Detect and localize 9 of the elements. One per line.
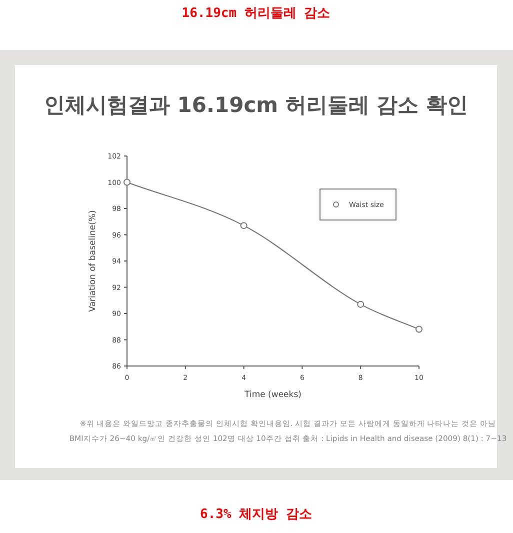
chart-title: 인체시험결과 16.19cm 허리둘레 감소 확인 — [44, 93, 468, 117]
point — [357, 300, 364, 308]
point — [416, 326, 422, 333]
y-axis-title: Variation of baseline(%) — [88, 210, 98, 312]
text: 6.3% 체지방 감소 — [200, 507, 312, 522]
point — [240, 222, 248, 230]
text: 16.19cm 허리둘레 감소 — [182, 6, 330, 21]
x-axis-title: Time (weeks) — [244, 390, 302, 400]
point — [124, 178, 130, 186]
